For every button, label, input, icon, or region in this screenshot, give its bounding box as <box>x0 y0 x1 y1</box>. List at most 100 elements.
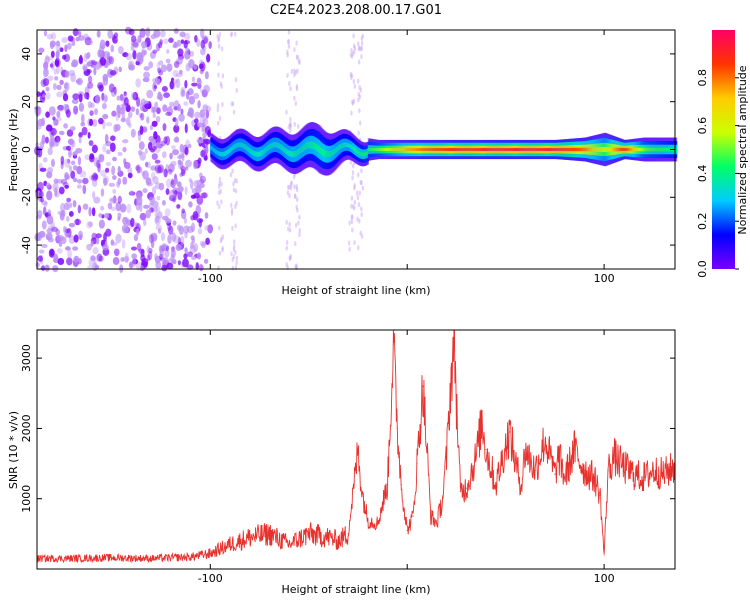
spectrogram-noise-cell <box>43 201 48 208</box>
spectrogram-noise-cell <box>158 60 164 66</box>
spectrogram-noise-cell <box>56 91 63 98</box>
spectrogram-noise-cell <box>55 229 61 236</box>
spectrogram-noise-cell <box>95 233 102 239</box>
spectrogram-noise-cell <box>68 222 76 228</box>
spectrogram-noise-cell <box>103 177 108 186</box>
spectrogram-noise-cell <box>94 108 98 116</box>
spectrogram-noise-cell <box>156 166 163 174</box>
spectrogram-noise-cell <box>37 181 44 192</box>
spectrogram-noise-cell <box>155 215 160 224</box>
spectrogram-noise-cell <box>132 50 137 60</box>
snr-line-layer <box>36 329 676 564</box>
spectrogram-noise-cell <box>198 264 204 272</box>
spectrogram-x-ticks: -100 100 <box>198 30 615 285</box>
spectrogram-noise-cell <box>115 111 119 122</box>
spectrogram-x-axis-title: Height of straight line (km) <box>281 284 430 297</box>
spectrogram-noise-cell <box>360 40 364 46</box>
spectrogram-noise-cell <box>180 108 184 115</box>
spectrogram-noise-cell <box>188 95 195 105</box>
snr-data-point <box>229 543 231 545</box>
spectrogram-noise-cell <box>59 79 64 86</box>
spectrogram-noise-cell <box>169 189 176 199</box>
spectrogram-noise-cell <box>86 221 93 229</box>
spectrogram-noise-cell <box>110 44 115 53</box>
spectrogram-noise-cell <box>42 78 50 87</box>
spectrogram-noise-cell <box>138 141 145 150</box>
spectrogram-noise-cell <box>356 216 359 222</box>
colorbar-gradient <box>712 30 735 269</box>
spectrogram-noise-cell <box>45 124 53 132</box>
spectrogram-noise-cell <box>285 239 289 245</box>
spectrogram-noise-cell <box>349 71 352 77</box>
spectrogram-noise-cell <box>188 58 195 69</box>
spectrogram-noise-cell <box>192 210 199 221</box>
spectrogram-noise-cell <box>360 180 363 186</box>
spectrogram-noise-cell <box>71 140 76 148</box>
spectrogram-noise-cell <box>352 163 355 169</box>
spectrogram-noise-cell <box>196 218 204 223</box>
spectrogram-noise-cell <box>216 107 219 113</box>
spectrogram-noise-cell <box>180 235 185 245</box>
spectrogram-noise-cell <box>72 165 78 171</box>
spectrogram-noise-cell <box>47 75 54 82</box>
snr-data-point <box>662 473 664 475</box>
spectrogram-noise-cell <box>178 69 183 75</box>
spectrogram-noise-cell <box>128 64 135 71</box>
spectrogram-noise-cell <box>122 52 129 58</box>
spectrogram-noise-cell <box>147 250 153 261</box>
spectrogram-noise-cell <box>45 86 50 92</box>
spectrogram-noise-cell <box>117 46 124 55</box>
spectrogram-noise-cell <box>51 226 59 232</box>
spectrogram-noise-cell <box>130 44 135 51</box>
spectrogram-noise-cell <box>230 207 234 213</box>
snr-data-point <box>337 540 339 542</box>
spectrogram-noise-cell <box>90 59 96 68</box>
spectrogram-noise-cell <box>200 149 205 158</box>
spectrogram-noise-cell <box>181 151 185 162</box>
spectrogram-noise-cell <box>131 253 138 260</box>
spectrogram-noise-cell <box>289 117 292 123</box>
spectrogram-noise-cell <box>172 187 179 195</box>
spectrogram-noise-cell <box>103 50 110 59</box>
y-tick-label: 40 <box>20 47 33 61</box>
snr-data-point <box>475 455 477 458</box>
y-tick-label: -20 <box>20 188 33 206</box>
spectrogram-noise-cell <box>288 256 292 262</box>
spectrogram-noise-cell <box>142 188 148 194</box>
spectrogram-noise-cell <box>170 248 176 258</box>
spectrogram-noise-cell <box>148 233 154 244</box>
y-tick-label: -40 <box>20 236 33 254</box>
spectrogram-noise-cell <box>353 205 356 211</box>
spectrogram-noise-cell <box>179 31 186 38</box>
spectrogram-noise-cell <box>67 158 71 164</box>
spectrogram-noise-cell <box>92 119 98 127</box>
spectrogram-noise-cell <box>173 106 179 111</box>
spectrogram-noise-cell <box>52 83 57 91</box>
snr-data-point <box>426 448 428 451</box>
spectrogram-noise-cell <box>88 118 94 127</box>
spectrogram-noise-cell <box>298 59 301 65</box>
spectrogram-noise-cell <box>43 67 49 78</box>
spectrogram-noise-cell <box>39 190 44 199</box>
spectrogram-noise-cell <box>163 92 170 99</box>
spectrogram-noise-cell <box>218 115 222 121</box>
spectrogram-noise-cell <box>360 206 363 212</box>
spectrogram-noise-cell <box>59 202 66 212</box>
snr-data-point <box>445 455 448 458</box>
spectrogram-noise-cell <box>357 245 360 251</box>
snr-data-point <box>377 522 379 524</box>
spectrogram-noise-cell <box>63 82 69 90</box>
spectrogram-noise-cell <box>107 29 113 39</box>
spectrogram-noise-cell <box>152 49 158 54</box>
spectrogram-noise-cell <box>204 212 209 219</box>
spectrogram-noise-cell <box>286 190 290 196</box>
spectrogram-noise-cell <box>41 264 46 272</box>
spectrogram-noise-cell <box>95 236 100 245</box>
spectrogram-noise-cell <box>234 204 237 210</box>
spectrogram-noise-cell <box>57 104 64 111</box>
spectrogram-noise-cell <box>217 37 220 43</box>
spectrogram-noise-cell <box>183 225 190 234</box>
spectrogram-noise-cell <box>66 216 70 223</box>
spectrogram-noise-cell <box>187 88 194 96</box>
spectrogram-noise-cell <box>295 40 298 46</box>
